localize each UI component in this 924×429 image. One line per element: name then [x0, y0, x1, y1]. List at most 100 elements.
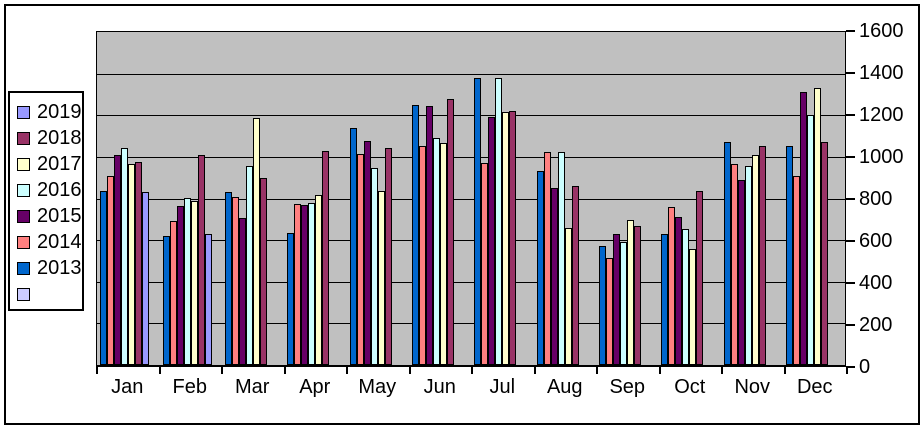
bar-2018-apr	[322, 151, 330, 365]
y-tick-label-1600: 1600	[859, 20, 904, 42]
bar-2018-sep	[633, 226, 641, 365]
legend-item-2019: 2019	[10, 99, 82, 125]
x-tick-5	[408, 367, 411, 374]
x-label-may: May	[358, 376, 397, 398]
x-tick-0	[96, 367, 98, 374]
legend-label-2013: 2013	[37, 257, 82, 279]
bar-2013-oct	[661, 234, 669, 365]
bar-2014-jan	[107, 176, 115, 365]
bar-2016-jun	[432, 138, 440, 365]
bar-2013-nov	[723, 142, 731, 365]
bar-2018-jul	[509, 111, 517, 365]
bar-2018-nov	[758, 146, 766, 365]
bar-2019-feb	[204, 234, 212, 365]
bar-2017-oct	[689, 249, 697, 365]
bar-2015-sep	[612, 234, 620, 365]
y-tick-1000	[846, 156, 855, 158]
gridline-800	[97, 198, 845, 200]
bar-2014-apr	[294, 204, 302, 365]
bar-2017-sep	[626, 220, 634, 365]
bar-2016-apr	[308, 203, 316, 365]
y-tick-label-0: 0	[859, 356, 871, 378]
legend-item-blank	[10, 281, 82, 307]
gridline-600	[97, 240, 845, 242]
y-tick-200	[846, 324, 855, 326]
bar-2013-apr	[287, 233, 295, 365]
bar-2015-nov	[737, 180, 745, 365]
bar-2013-jun	[411, 105, 419, 365]
x-tick-9	[658, 367, 661, 374]
bar-2018-dec	[820, 142, 828, 365]
y-tick-label-1200: 1200	[859, 104, 904, 126]
x-label-dec: Dec	[796, 376, 833, 398]
bar-2016-jul	[495, 78, 503, 365]
x-label-jun: Jun	[423, 376, 456, 398]
legend-item-2017: 2017	[10, 151, 82, 177]
bar-2014-aug	[543, 152, 551, 365]
bar-2018-may	[384, 148, 392, 365]
bar-2014-nov	[730, 164, 738, 365]
y-tick-label-400: 400	[859, 272, 893, 294]
bar-2014-mar	[231, 197, 239, 365]
bar-2017-apr	[315, 195, 323, 365]
bar-2015-dec	[799, 92, 807, 365]
legend-label-2018: 2018	[37, 127, 82, 149]
bar-2019-jan	[142, 192, 150, 365]
legend-label-2015: 2015	[37, 205, 82, 227]
x-tick-1	[158, 367, 161, 374]
gridline-1000	[97, 156, 845, 158]
bar-2017-jan	[128, 164, 136, 365]
y-tick-label-800: 800	[859, 188, 893, 210]
legend-item-2018: 2018	[10, 125, 82, 151]
bar-2014-jul	[481, 163, 489, 365]
bar-2014-feb	[169, 221, 177, 365]
bar-2014-oct	[668, 207, 676, 365]
y-tick-label-1400: 1400	[859, 62, 904, 84]
x-tick-11	[783, 367, 786, 374]
legend-item-2015: 2015	[10, 203, 82, 229]
y-tick-600	[846, 240, 855, 242]
legend-swatch-2019	[17, 105, 30, 119]
bar-2018-oct	[696, 191, 704, 365]
bar-2013-feb	[162, 236, 170, 365]
y-tick-800	[846, 198, 855, 200]
x-tick-10	[721, 367, 723, 374]
legend-label-2014: 2014	[37, 231, 82, 253]
x-label-nov: Nov	[734, 376, 771, 398]
plot-area	[96, 31, 846, 367]
bar-2015-aug	[550, 188, 558, 365]
y-tick-400	[846, 282, 855, 284]
bar-2016-oct	[682, 229, 690, 365]
x-label-aug: Aug	[546, 376, 583, 398]
bar-2013-mar	[224, 192, 232, 365]
y-tick-label-1000: 1000	[859, 146, 904, 168]
x-tick-3	[283, 367, 286, 374]
bar-2017-feb	[190, 201, 198, 365]
legend-swatch-blank	[17, 287, 30, 301]
bar-2016-jan	[121, 148, 129, 365]
bar-2018-aug	[571, 186, 579, 365]
x-tick-7	[533, 367, 536, 374]
legend-label-2016: 2016	[37, 179, 82, 201]
x-label-jan: Jan	[111, 376, 144, 398]
bar-2018-jan	[135, 162, 143, 365]
bar-2017-aug	[564, 228, 572, 365]
x-tick-12	[846, 367, 848, 374]
legend-swatch-2013	[17, 261, 30, 275]
x-tick-4	[346, 367, 348, 374]
bar-2015-apr	[301, 205, 309, 365]
bar-2013-jan	[100, 191, 108, 365]
bar-2015-feb	[176, 206, 184, 365]
legend: 2019 2018 2017 2016 2015 2014 2013	[8, 91, 84, 311]
legend-label-2017: 2017	[37, 153, 82, 175]
gridline-1200	[97, 115, 845, 117]
bar-2013-dec	[785, 146, 793, 365]
bar-2017-jul	[502, 112, 510, 365]
x-tick-2	[221, 367, 223, 374]
bar-2017-jun	[439, 143, 447, 365]
bar-2015-may	[363, 141, 371, 365]
y-tick-label-600: 600	[859, 230, 893, 252]
y-tick-label-200: 200	[859, 314, 893, 336]
bar-2017-dec	[813, 88, 821, 365]
